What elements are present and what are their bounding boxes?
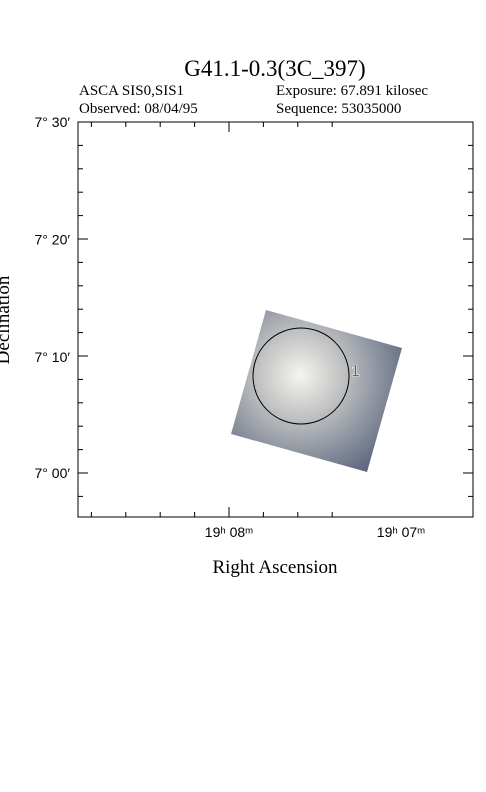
x-tick-label: 19ʰ 07ᵐ (377, 524, 425, 540)
region-circle (252, 327, 350, 425)
exposure: Exposure: 67.891 kilosec (276, 83, 428, 99)
xray-image (231, 310, 402, 472)
y-tick-label: 7° 20′ (35, 232, 71, 248)
y-tick-label: 7° 30′ (35, 114, 71, 130)
region-label: 1 (351, 363, 360, 380)
y-tick-label: 7° 00′ (35, 465, 71, 481)
instrument: ASCA SIS0,SIS1 (79, 83, 184, 99)
title: G41.1-0.3(3C_397) (184, 56, 365, 81)
plot-frame (77, 121, 474, 518)
x-axis-label: Right Ascension (212, 557, 338, 578)
observed: Observed: 08/04/95 (79, 101, 198, 117)
y-axis-label: Declination (0, 275, 14, 364)
y-tick-label: 7° 10′ (35, 349, 71, 365)
x-tick-label: 19ʰ 08ᵐ (205, 524, 253, 540)
sequence: Sequence: 53035000 (276, 101, 401, 117)
ticks (78, 121, 473, 517)
